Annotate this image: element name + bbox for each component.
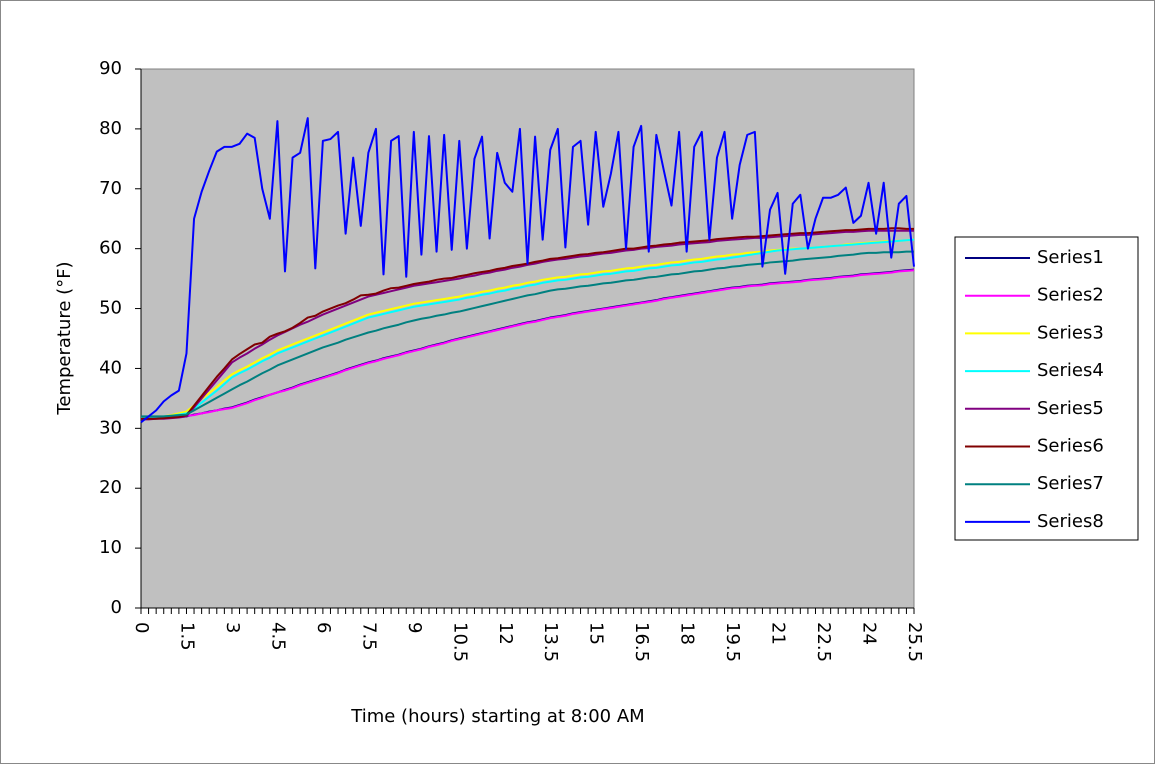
x-tick-label: 18	[677, 622, 698, 645]
legend-label: Series4	[1037, 360, 1104, 381]
series-line	[141, 229, 914, 421]
y-tick-label: 0	[111, 597, 122, 618]
y-tick-label: 50	[99, 298, 122, 319]
x-tick-label: 7.5	[358, 622, 379, 651]
plot-area	[140, 68, 915, 609]
x-tick-label: 13.5	[540, 622, 561, 662]
x-tick-label: 10.5	[449, 622, 470, 662]
x-tick-label: 19.5	[722, 622, 743, 662]
x-tick-label: 12	[495, 622, 516, 645]
y-tick-label: 40	[99, 357, 122, 378]
series-line	[140, 117, 915, 424]
series-line	[141, 250, 914, 418]
y-tick-label: 10	[99, 537, 122, 558]
legend-label: Series6	[1037, 436, 1104, 457]
x-tick-label: 24	[859, 622, 880, 645]
series-line	[141, 238, 915, 419]
y-tick-label: 90	[99, 58, 122, 79]
x-tick-label: 15	[586, 622, 607, 645]
x-tick-label: 4.5	[267, 622, 288, 651]
legend-label: Series2	[1037, 285, 1104, 306]
y-tick-label: 80	[99, 118, 122, 139]
legend-label: Series1	[1037, 247, 1104, 268]
y-axis-title: Temperature (°F)	[54, 261, 75, 415]
x-tick-label: 9	[404, 622, 425, 633]
y-tick-label: 20	[99, 477, 122, 498]
x-axis-title: Time (hours) starting at 8:00 AM	[350, 706, 644, 727]
y-tick-label: 70	[99, 178, 122, 199]
legend-label: Series3	[1037, 322, 1104, 343]
series-line	[141, 269, 915, 420]
x-tick-label: 3	[222, 622, 243, 633]
x-tick-label: 1.5	[176, 622, 197, 651]
legend-label: Series7	[1037, 473, 1104, 494]
x-tick-label: 21	[768, 622, 789, 645]
x-tick-label: 6	[313, 622, 334, 633]
y-tick-label: 60	[99, 238, 122, 259]
x-tick-label: 22.5	[813, 622, 834, 662]
x-tick-label: 25.5	[904, 622, 925, 662]
x-tick-label: 16.5	[631, 622, 652, 662]
legend-label: Series5	[1037, 398, 1104, 419]
legend-label: Series8	[1037, 511, 1104, 532]
legend	[954, 236, 1139, 541]
y-tick-label: 30	[99, 417, 122, 438]
x-tick-label: 0	[131, 622, 152, 633]
